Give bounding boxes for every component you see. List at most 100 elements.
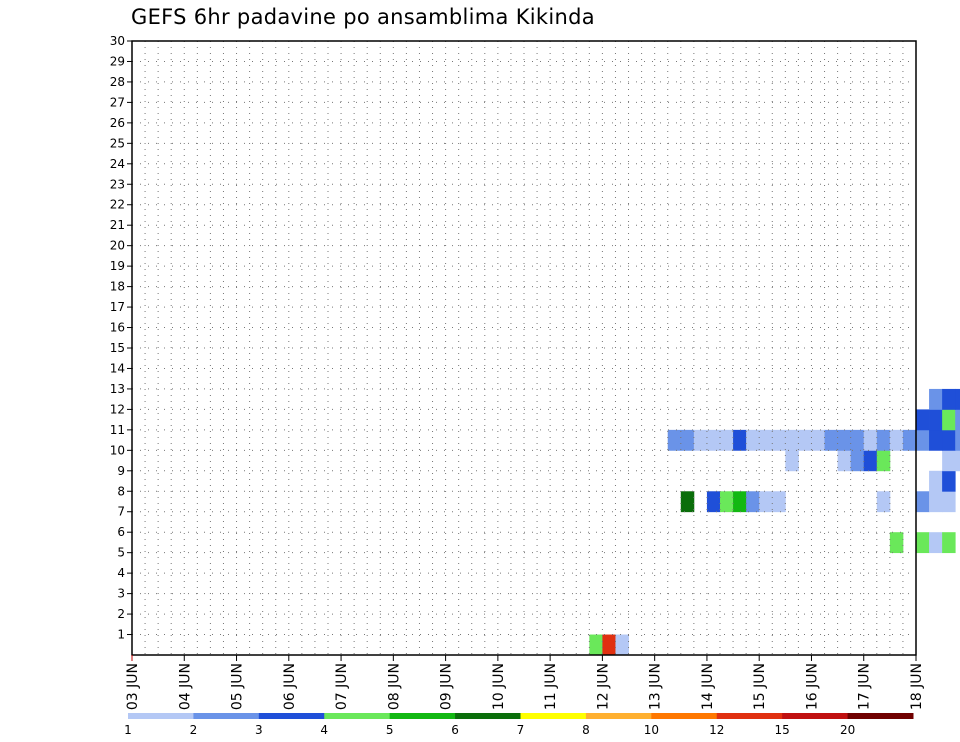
x-tick-label: 10 JUN	[491, 663, 507, 710]
heatmap-cell	[706, 491, 721, 513]
legend-swatch	[324, 713, 391, 719]
x-tick-label: 06 JUN	[282, 663, 298, 710]
heatmap-cells	[589, 388, 960, 656]
heatmap-cell	[746, 429, 760, 451]
heatmap-cell	[759, 429, 773, 451]
heatmap-cell	[772, 429, 786, 451]
x-tick-label: 07 JUN	[334, 663, 350, 710]
heatmap-cell	[955, 388, 960, 410]
heatmap-cell	[916, 491, 930, 513]
x-tick-label: 18 JUN	[909, 663, 925, 710]
x-tick-label: 08 JUN	[386, 663, 402, 710]
heatmap-cell	[615, 634, 629, 656]
x-tick-label: 17 JUN	[857, 663, 873, 710]
legend-swatch	[193, 713, 260, 719]
heatmap-cell	[720, 491, 734, 513]
legend-label: 5	[386, 723, 394, 737]
heatmap-cell	[863, 450, 878, 472]
heatmap-cell	[850, 429, 865, 451]
heatmap-cell	[667, 429, 682, 451]
legend-swatch	[258, 713, 325, 719]
y-tick-label: 7	[117, 505, 125, 519]
legend-label: 15	[775, 723, 790, 737]
legend-label: 1	[124, 723, 132, 737]
heatmap-cell	[680, 429, 695, 451]
heatmap-cell	[955, 409, 960, 431]
y-tick-label: 23	[110, 177, 125, 191]
heatmap-cell	[837, 450, 852, 472]
legend-swatch	[455, 713, 521, 719]
y-tick-label: 9	[117, 464, 125, 478]
legend-label: 3	[255, 723, 263, 737]
heatmap-cell	[942, 429, 956, 451]
heatmap-cell	[759, 491, 773, 513]
y-tick-label: 5	[117, 546, 125, 560]
heatmap-cell	[942, 532, 956, 554]
y-tick-label: 25	[110, 136, 125, 150]
heatmap-cell	[837, 429, 852, 451]
y-tick-label: 15	[110, 341, 125, 355]
y-tick-label: 24	[110, 157, 125, 171]
x-tick-label: 03 JUN	[125, 663, 141, 710]
x-tick-label: 09 JUN	[439, 663, 455, 710]
x-tick-label: 15 JUN	[752, 663, 768, 710]
heatmap-cell	[929, 409, 943, 431]
x-tick-label: 13 JUN	[648, 663, 664, 710]
heatmap-cell	[785, 429, 799, 451]
heatmap-cell	[955, 450, 960, 472]
heatmap-cell	[693, 429, 708, 451]
legend-swatch	[651, 713, 718, 719]
y-tick-label: 16	[110, 321, 125, 335]
heatmap-cell	[863, 429, 878, 451]
x-tick-label: 14 JUN	[700, 663, 716, 710]
x-tick-label: 11 JUN	[543, 663, 559, 710]
heatmap-cell	[876, 429, 891, 451]
y-tick-label: 29	[110, 54, 125, 68]
legend-label: 7	[517, 723, 525, 737]
y-tick-label: 8	[117, 484, 125, 498]
y-tick-label: 30	[110, 34, 125, 48]
y-tick-label: 28	[110, 75, 125, 89]
legend-label: 6	[451, 723, 459, 737]
y-tick-label: 17	[110, 300, 125, 314]
y-tick-label: 20	[110, 239, 125, 253]
y-tick-label: 13	[110, 382, 125, 396]
legend-swatch	[520, 713, 587, 719]
grid-lines	[132, 41, 916, 655]
y-tick-label: 26	[110, 116, 125, 130]
heatmap-cell	[929, 491, 943, 513]
heatmap-cell	[824, 429, 838, 451]
y-tick-label: 3	[117, 587, 125, 601]
heatmap-cell	[902, 429, 917, 451]
legend-swatch	[716, 713, 783, 719]
y-tick-label: 19	[110, 259, 125, 273]
heatmap-cell	[850, 450, 865, 472]
y-tick-label: 18	[110, 280, 125, 294]
y-tick-label: 4	[117, 566, 125, 580]
legend-label: 8	[582, 723, 590, 737]
legend-swatch	[782, 713, 849, 719]
y-tick-label: 22	[110, 198, 125, 212]
x-tick-label: 05 JUN	[230, 663, 246, 710]
heatmap-cell	[798, 429, 812, 451]
y-tick-label: 6	[117, 525, 125, 539]
heatmap-cell	[772, 491, 786, 513]
heatmap-cell	[589, 634, 603, 656]
heatmap-cell	[733, 429, 747, 451]
x-axis: 03 JUN 04 JUN 05 JUN 06 JUN 07 JUN 08 JUN 09 J…	[125, 655, 925, 710]
y-tick-label: 10	[110, 443, 125, 457]
y-tick-label: 1	[117, 628, 125, 642]
heatmap-cell	[733, 491, 747, 513]
legend-swatch	[585, 713, 652, 719]
heatmap-cell	[929, 429, 943, 451]
y-tick-label: 12	[110, 402, 125, 416]
heatmap-cell	[876, 450, 891, 472]
heatmap-cell	[942, 409, 956, 431]
heatmap-cell	[876, 491, 891, 513]
legend-swatch	[389, 713, 456, 719]
legend-label: 20	[840, 723, 855, 737]
legend-swatch	[847, 713, 914, 719]
heatmap-cell	[942, 470, 956, 492]
x-tick-label: 04 JUN	[177, 663, 193, 710]
